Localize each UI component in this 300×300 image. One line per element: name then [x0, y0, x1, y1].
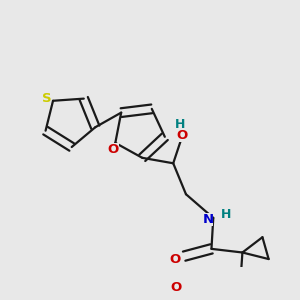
Text: H: H	[175, 118, 186, 131]
Text: S: S	[42, 92, 51, 106]
Text: O: O	[108, 143, 119, 156]
Text: N: N	[202, 213, 213, 226]
Text: H: H	[221, 208, 231, 221]
Text: O: O	[177, 130, 188, 142]
Text: O: O	[170, 281, 182, 294]
Text: O: O	[169, 253, 181, 266]
